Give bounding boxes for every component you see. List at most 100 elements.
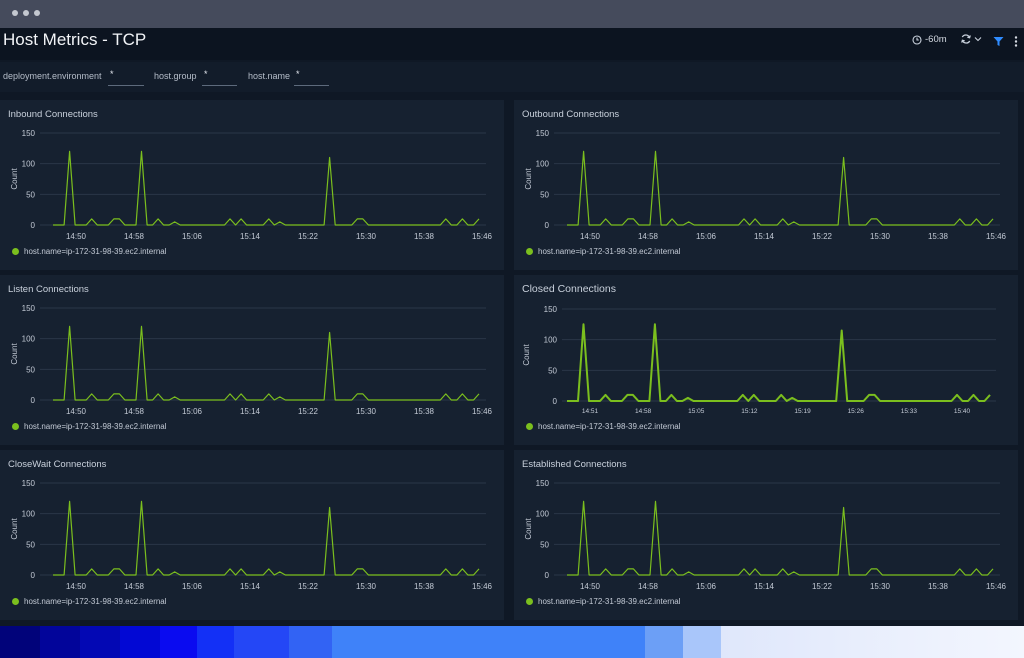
x-tick-label: 15:14 [240, 407, 261, 416]
panel-listen-connections[interactable]: Listen Connections 0 50 100 150 Count 14:50 14… [0, 275, 504, 445]
window-dot-icon[interactable] [12, 10, 18, 16]
x-tick-label: 15:06 [696, 582, 717, 591]
x-tick-label: 15:14 [240, 582, 261, 591]
dashboard-header: Host Metrics - TCP -60m [0, 28, 1024, 60]
x-tick-label: 15:30 [870, 582, 891, 591]
legend-label: host.name=ip-172-31-98-39.ec2.internal [538, 247, 681, 256]
chart-closed-connections: 0 50 100 150 Count 14:51 14:58 15:05 15:12 15:19 1… [522, 305, 996, 415]
filter-input-host-name[interactable]: * [294, 69, 329, 86]
color-strip-block [40, 626, 80, 658]
series-line [567, 323, 991, 402]
x-tick-label: 15:26 [848, 408, 865, 415]
y-tick-label: 0 [553, 397, 558, 406]
color-strip-block [120, 626, 160, 658]
panel-title: Established Connections [522, 459, 627, 470]
y-axis-label: Count [10, 343, 19, 365]
chart-legend[interactable]: host.name=ip-172-31-98-39.ec2.internal [526, 422, 681, 431]
filter-label-host-name: host.name [248, 71, 291, 81]
x-tick-label: 15:22 [298, 582, 319, 591]
filter-button[interactable] [993, 34, 1004, 52]
panel-inbound-connections[interactable]: Inbound Connections 0 50 100 150 Count 14:50 1… [0, 100, 504, 270]
x-tick-label: 15:46 [472, 232, 493, 241]
legend-swatch [12, 423, 19, 430]
y-tick-label: 150 [22, 129, 36, 138]
filter-bar: deployment.environment * host.group * ho… [0, 62, 1024, 92]
x-tick-label: 15:38 [928, 232, 949, 241]
filter-input-host-group[interactable]: * [202, 69, 237, 86]
time-range-picker[interactable]: -60m [912, 34, 947, 45]
y-axis-label: Count [524, 168, 533, 190]
refresh-icon [961, 34, 971, 44]
refresh-button[interactable] [960, 33, 982, 45]
y-tick-label: 50 [26, 365, 35, 374]
series-line [53, 150, 480, 226]
x-tick-label: 15:40 [954, 408, 971, 415]
series-line [53, 325, 480, 401]
window-dot-icon[interactable] [23, 10, 29, 16]
y-tick-label: 0 [31, 571, 36, 580]
legend-label: host.name=ip-172-31-98-39.ec2.internal [24, 597, 167, 606]
window-dot-icon[interactable] [34, 10, 40, 16]
panel-closewait-connections[interactable]: CloseWait Connections 0 50 100 150 Count 14:5… [0, 450, 504, 620]
x-tick-label: 14:58 [124, 407, 145, 416]
x-tick-label: 15:30 [356, 232, 377, 241]
panel-title: Outbound Connections [522, 109, 620, 120]
panel-outbound-connections[interactable]: Outbound Connections 0 50 100 150 Count 14:50… [514, 100, 1018, 270]
more-vertical-icon [1014, 36, 1018, 47]
x-tick-label: 14:58 [124, 232, 145, 241]
legend-label: host.name=ip-172-31-98-39.ec2.internal [24, 247, 167, 256]
x-tick-label: 15:22 [812, 582, 833, 591]
chart-legend[interactable]: host.name=ip-172-31-98-39.ec2.internal [526, 597, 681, 606]
x-tick-label: 15:46 [986, 582, 1007, 591]
page-title: Host Metrics - TCP [3, 30, 147, 49]
chart-outbound-connections: 0 50 100 150 Count 14:50 14:58 15:06 15:14 15:22 1… [524, 129, 1007, 241]
x-tick-label: 14:51 [582, 408, 599, 415]
x-tick-label: 14:50 [66, 582, 87, 591]
color-strip-block [234, 626, 289, 658]
panel-title: Closed Connections [522, 283, 616, 295]
x-tick-label: 14:50 [580, 232, 601, 241]
legend-label: host.name=ip-172-31-98-39.ec2.internal [538, 422, 681, 431]
color-strip-block [332, 626, 645, 658]
y-axis-label: Count [10, 168, 19, 190]
x-tick-label: 15:06 [182, 232, 203, 241]
y-tick-label: 150 [22, 479, 36, 488]
chart-legend[interactable]: host.name=ip-172-31-98-39.ec2.internal [12, 247, 167, 256]
y-tick-label: 50 [540, 190, 549, 199]
panel-closed-connections[interactable]: Closed Connections 0 50 100 150 Count 14:51 14… [514, 275, 1018, 445]
x-tick-label: 15:33 [901, 408, 918, 415]
panel-title: Listen Connections [8, 284, 89, 295]
y-tick-label: 0 [31, 221, 36, 230]
chart-legend[interactable]: host.name=ip-172-31-98-39.ec2.internal [12, 422, 167, 431]
clock-icon [912, 34, 922, 45]
y-tick-label: 50 [26, 540, 35, 549]
x-tick-label: 15:22 [298, 232, 319, 241]
y-axis-label: Count [522, 344, 531, 366]
y-tick-label: 100 [22, 160, 36, 169]
panel-title: CloseWait Connections [8, 459, 107, 470]
x-tick-label: 15:46 [472, 582, 493, 591]
x-tick-label: 15:22 [812, 232, 833, 241]
filter-label-host-group: host.group [154, 71, 197, 81]
y-axis-label: Count [10, 518, 19, 540]
chart-legend[interactable]: host.name=ip-172-31-98-39.ec2.internal [526, 247, 681, 256]
legend-label: host.name=ip-172-31-98-39.ec2.internal [538, 597, 681, 606]
x-tick-label: 15:38 [414, 407, 435, 416]
color-strip-block [683, 626, 721, 658]
panel-established-connections[interactable]: Established Connections 0 50 100 150 Count 14… [514, 450, 1018, 620]
y-tick-label: 100 [536, 160, 550, 169]
x-tick-label: 15:05 [688, 408, 705, 415]
legend-swatch [526, 598, 533, 605]
filter-input-deployment-environment[interactable]: * [108, 69, 144, 86]
more-options-button[interactable] [1014, 34, 1018, 52]
x-tick-label: 14:58 [638, 232, 659, 241]
x-tick-label: 15:46 [472, 407, 493, 416]
chart-legend[interactable]: host.name=ip-172-31-98-39.ec2.internal [12, 597, 167, 606]
legend-label: host.name=ip-172-31-98-39.ec2.internal [24, 422, 167, 431]
chevron-down-icon [974, 37, 982, 42]
x-tick-label: 15:06 [696, 232, 717, 241]
y-tick-label: 50 [26, 190, 35, 199]
panel-title: Inbound Connections [8, 109, 98, 120]
window-titlebar [0, 0, 1024, 28]
x-tick-label: 15:38 [414, 232, 435, 241]
